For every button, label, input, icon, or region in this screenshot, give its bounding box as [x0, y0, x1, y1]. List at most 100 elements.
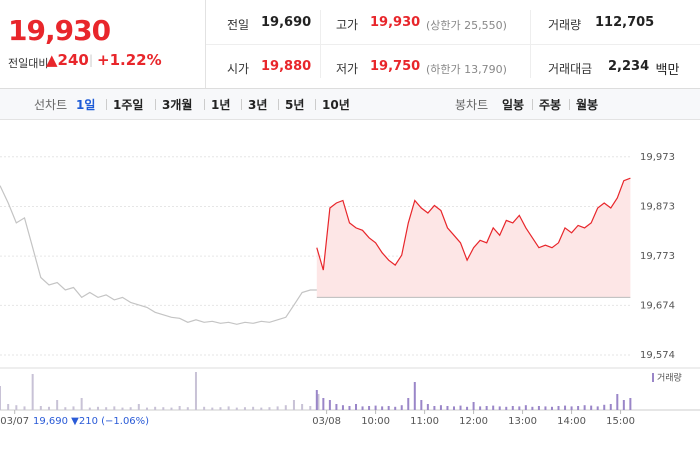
volume-bar [162, 407, 165, 410]
x-tick-label: 10:00 [361, 416, 390, 427]
y-tick-label: 19,773 [640, 251, 675, 262]
volume-bar [394, 406, 397, 410]
volume-bar [531, 406, 534, 410]
volume-bar [47, 406, 50, 410]
volume-bar [446, 406, 449, 410]
volume-bar [407, 398, 410, 410]
volume-bar [537, 406, 540, 410]
volume-bar [203, 406, 206, 410]
stat-value: 19,750 [370, 59, 421, 74]
tab[interactable]: 1주일 [113, 98, 144, 112]
tab-label: 봉차트 [455, 98, 489, 112]
price: 19,930 [8, 14, 111, 47]
tab[interactable]: 일봉 [502, 98, 525, 112]
stat-value: 19,930 [370, 15, 421, 30]
volume-bar [368, 406, 371, 410]
volume-bar [590, 405, 593, 410]
stat-value: 19,690 [261, 15, 312, 30]
volume-bar [211, 407, 214, 410]
tab[interactable]: 3개월 [162, 98, 193, 112]
volume-bar [145, 407, 148, 410]
y-tick-label: 19,574 [640, 350, 675, 361]
volume-bar [243, 407, 246, 410]
tab-separator [278, 99, 279, 110]
tab-separator [569, 99, 570, 110]
volume-bar [583, 405, 586, 410]
x-tick-label: 15:00 [606, 416, 635, 427]
legend-label: 거래량 [657, 372, 682, 384]
volume-bar [227, 406, 230, 410]
volume-bar [355, 404, 358, 410]
tab-separator [532, 99, 533, 110]
volume-bar [276, 406, 279, 410]
tab-separator [106, 99, 107, 110]
tab[interactable]: 주봉 [539, 98, 562, 112]
volume-bar [492, 405, 495, 410]
divider [530, 10, 531, 78]
tab-separator [241, 99, 242, 110]
volume-bar [557, 406, 560, 410]
volume-bar [341, 405, 344, 410]
volume-bar [0, 386, 1, 410]
volume-bar [260, 407, 263, 410]
tab[interactable]: 3년 [248, 98, 268, 112]
volume-bar [616, 394, 619, 410]
change: ▲240 [46, 51, 89, 69]
divider [206, 44, 700, 45]
stat-value: 19,880 [261, 59, 312, 74]
volume-bar [577, 406, 580, 410]
volume-bar [170, 407, 173, 410]
tab[interactable]: 5년 [285, 98, 305, 112]
price-line [0, 185, 319, 325]
volume-bar [235, 407, 238, 410]
volume-bar [361, 406, 364, 410]
volume-bar [439, 405, 442, 410]
tab[interactable]: 1일 [76, 98, 96, 112]
volume-bar [15, 405, 18, 410]
x-tick-label: 11:00 [410, 416, 439, 427]
volume-bar [178, 406, 181, 410]
volume-bar [292, 400, 295, 410]
divider [320, 10, 321, 78]
header [0, 0, 700, 89]
price-line [316, 177, 631, 271]
volume-bar [129, 407, 132, 410]
volume-bar [433, 406, 436, 410]
volume-bar [550, 406, 553, 410]
prev-close-label: 19,690 ▼210 (−1.06%) [33, 416, 149, 427]
tab[interactable]: 1년 [211, 98, 231, 112]
volume-bar [219, 407, 222, 410]
x-tick-label: 03/07 [0, 416, 29, 427]
volume-bar [317, 394, 320, 410]
stat-value: 112,705 [595, 15, 655, 30]
divider [205, 0, 206, 88]
volume-bar [452, 406, 455, 410]
stat-note: (상한가 25,550) [426, 19, 507, 32]
volume-bar [96, 406, 99, 410]
volume-bar [387, 406, 390, 410]
volume-bar [64, 407, 67, 410]
volume-bar [544, 406, 547, 410]
volume-bar [31, 374, 34, 410]
tab[interactable]: 10년 [322, 98, 350, 112]
volume-bar [80, 398, 83, 410]
x-tick-label: 13:00 [508, 416, 537, 427]
change-pct: +1.22% [97, 51, 162, 69]
stat-value: 2,234 [608, 59, 650, 74]
volume-bar [381, 406, 384, 410]
volume-bar [400, 405, 403, 410]
volume-bar [315, 390, 318, 410]
volume-bar [186, 407, 189, 410]
volume-bar [284, 405, 287, 410]
volume-bar [268, 407, 271, 410]
volume-bar [466, 406, 469, 410]
stat-label: 시가 [227, 62, 250, 76]
tab[interactable]: 월봉 [576, 98, 599, 112]
volume-bar [479, 406, 482, 410]
volume-bar [105, 407, 108, 410]
volume-bar [524, 405, 527, 410]
volume-bar [413, 382, 416, 410]
volume-bar [426, 404, 429, 410]
